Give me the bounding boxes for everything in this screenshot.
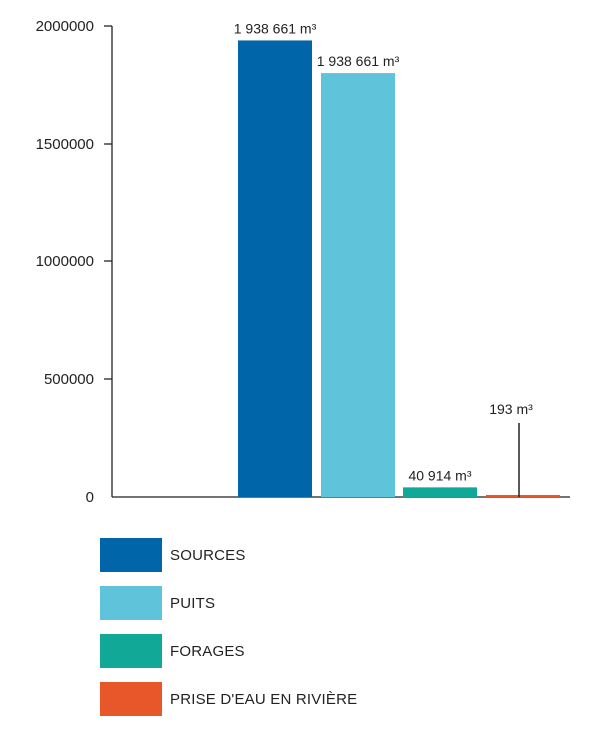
legend-swatch-forages bbox=[100, 634, 162, 668]
data-label-sources: 1 938 661 m³ bbox=[234, 20, 317, 36]
data-labels-group: 1 938 661 m³ 1 938 661 m³ 40 914 m³ 193 m³ bbox=[234, 20, 533, 497]
legend-item-forages: FORAGES bbox=[100, 634, 357, 668]
bar-chart: 2000000 1500000 1000000 500000 0 1 938 6… bbox=[36, 18, 570, 506]
legend-item-puits: PUITS bbox=[100, 586, 357, 620]
legend-label-sources: SOURCES bbox=[170, 546, 246, 564]
y-tick-label: 500000 bbox=[44, 371, 94, 388]
legend-label-prise-eau: PRISE D'EAU EN RIVIÈRE bbox=[170, 690, 358, 708]
bar-sources bbox=[238, 40, 312, 497]
data-label-prise-eau: 193 m³ bbox=[489, 401, 533, 417]
bar-puits bbox=[321, 73, 395, 497]
y-tick-label: 1500000 bbox=[36, 136, 94, 153]
y-tick-label: 2000000 bbox=[36, 18, 94, 35]
legend-item-sources: SOURCES bbox=[100, 538, 357, 572]
bar-forages bbox=[403, 487, 477, 497]
legend-label-forages: FORAGES bbox=[170, 642, 245, 660]
y-tick-label: 0 bbox=[86, 489, 94, 506]
legend: SOURCES PUITS FORAGES PRISE D'EAU EN RIV… bbox=[100, 538, 357, 730]
data-label-puits: 1 938 661 m³ bbox=[317, 53, 400, 69]
y-tick-label: 1000000 bbox=[36, 253, 94, 270]
bars-group bbox=[238, 40, 560, 497]
data-label-forages: 40 914 m³ bbox=[408, 467, 471, 483]
legend-swatch-sources bbox=[100, 538, 162, 572]
legend-swatch-puits bbox=[100, 586, 162, 620]
legend-swatch-prise-eau bbox=[100, 682, 162, 716]
legend-item-prise-eau: PRISE D'EAU EN RIVIÈRE bbox=[100, 682, 357, 716]
bar-prise-eau bbox=[486, 495, 560, 497]
legend-label-puits: PUITS bbox=[170, 594, 216, 612]
